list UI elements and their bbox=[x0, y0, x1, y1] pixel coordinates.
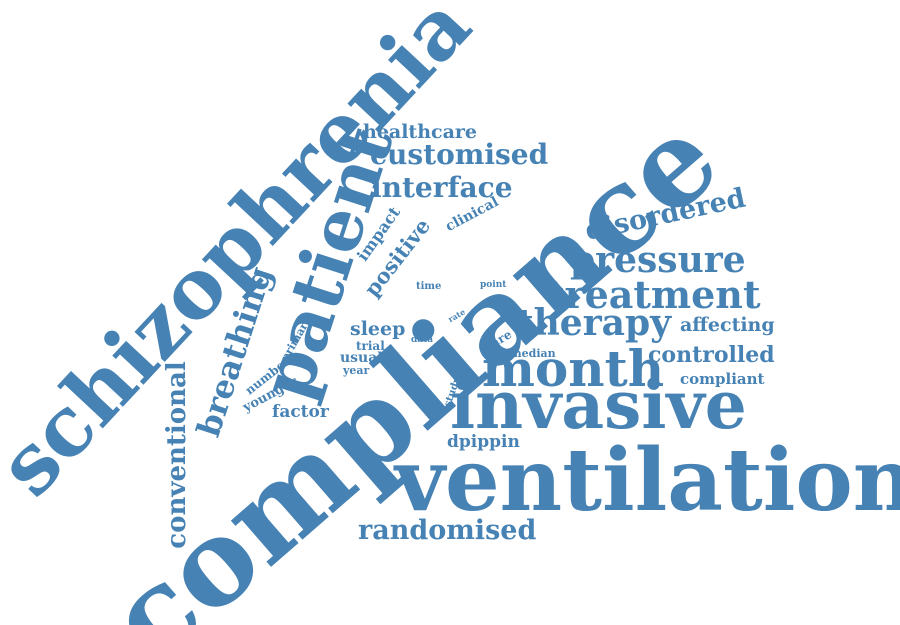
word-sleep: sleep bbox=[350, 318, 405, 340]
word-affecting: affecting bbox=[680, 314, 775, 336]
word-controlled: controlled bbox=[648, 342, 775, 368]
word-invasive: invasive bbox=[450, 366, 747, 444]
word-healthcare: healthcare bbox=[363, 121, 477, 143]
word-customised: customised bbox=[370, 138, 548, 171]
word-dpippin: dpippin bbox=[447, 432, 520, 452]
word-compliant: compliant bbox=[680, 370, 765, 388]
word-randomised: randomised bbox=[358, 515, 536, 546]
word-median: median bbox=[510, 347, 556, 360]
word-usual: usual bbox=[340, 350, 383, 366]
word-point: point bbox=[480, 280, 507, 290]
word-interface: interface bbox=[371, 171, 513, 204]
word-year: year bbox=[342, 364, 370, 377]
word-therapy: therapy bbox=[517, 302, 672, 344]
word-ventilation: ventilation bbox=[393, 430, 900, 531]
word-factor: factor bbox=[272, 402, 330, 422]
word-treatment: treatment bbox=[547, 272, 761, 317]
word-month: month bbox=[482, 339, 664, 398]
word-time: time bbox=[416, 281, 441, 292]
word-pressure: pressure bbox=[570, 239, 746, 281]
word-data: data bbox=[411, 335, 433, 345]
word-conventional: conventional bbox=[162, 361, 192, 549]
word-trial: trial bbox=[356, 339, 385, 353]
